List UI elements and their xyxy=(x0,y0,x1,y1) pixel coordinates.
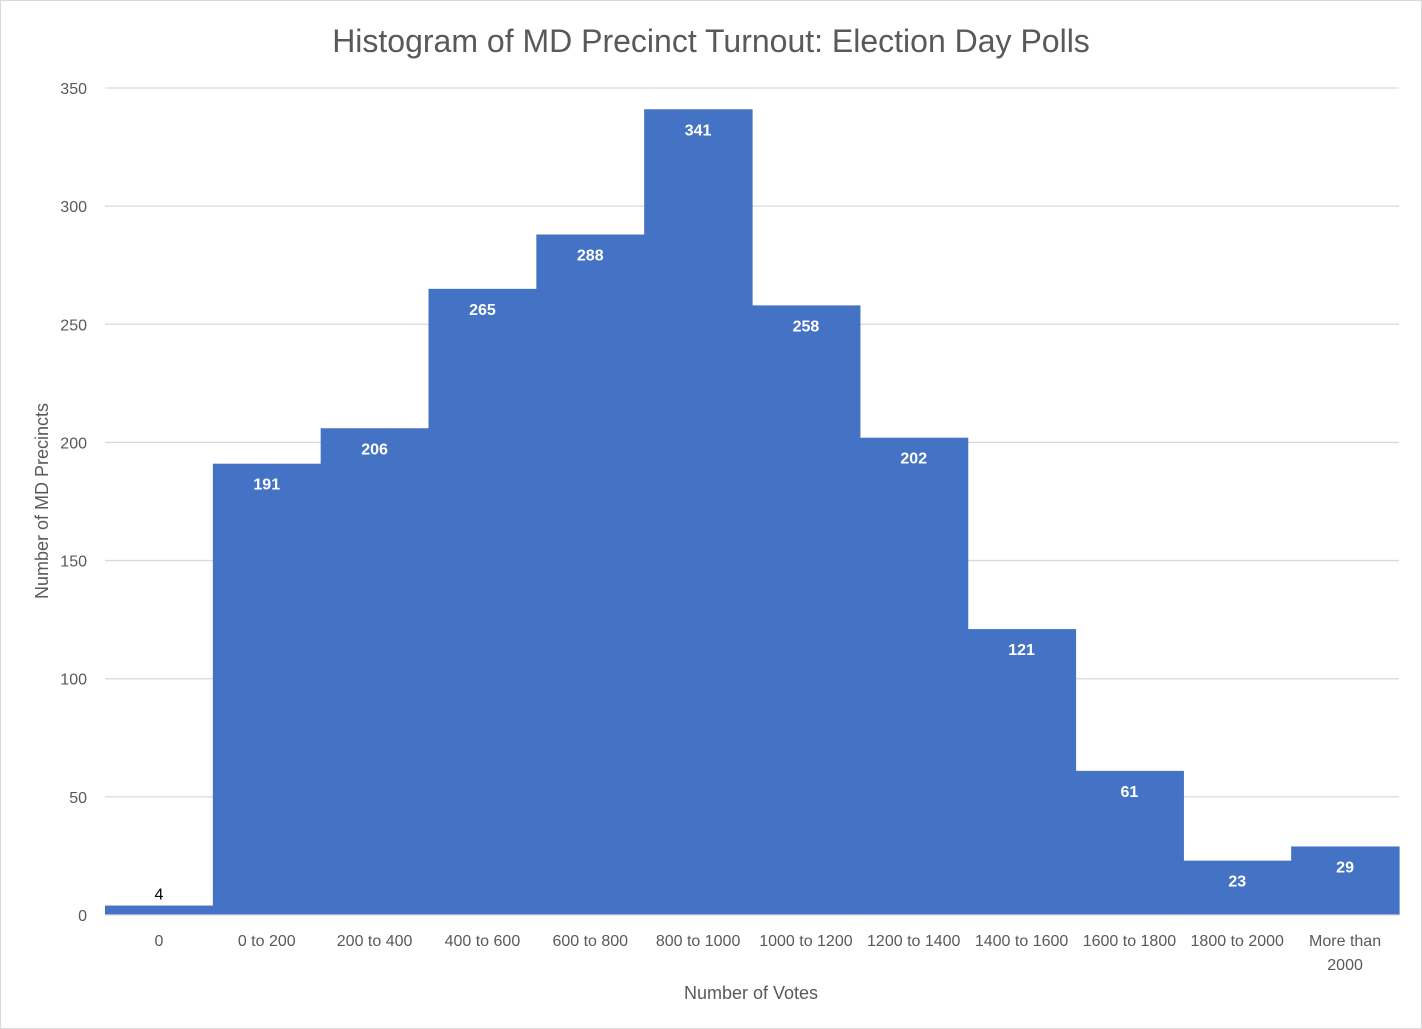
data-label: 23 xyxy=(1228,874,1246,891)
x-tick-label: 1800 to 2000 xyxy=(1191,933,1285,950)
bar xyxy=(536,234,645,916)
y-tick-label: 100 xyxy=(60,672,87,689)
data-label: 4 xyxy=(154,887,163,904)
data-label: 206 xyxy=(361,441,388,458)
data-label: 29 xyxy=(1336,859,1354,876)
bar xyxy=(1183,860,1292,915)
data-label: 61 xyxy=(1121,784,1139,801)
data-label: 121 xyxy=(1008,642,1035,659)
bar xyxy=(320,428,430,915)
y-tick-label: 150 xyxy=(60,554,87,571)
x-tick-label: 400 to 600 xyxy=(445,933,521,950)
x-tick-label: 1600 to 1800 xyxy=(1083,933,1177,950)
bar xyxy=(752,305,861,916)
y-axis-tick-labels: 0 50 100 150 200 250 300 350 xyxy=(60,81,87,925)
x-tick-label: 0 to 200 xyxy=(238,933,296,950)
data-label: 265 xyxy=(469,302,496,319)
bar xyxy=(105,905,214,915)
bars xyxy=(105,109,1400,916)
data-label: 288 xyxy=(577,247,604,264)
y-tick-label: 0 xyxy=(78,908,87,925)
x-tick-label: 600 to 800 xyxy=(552,933,628,950)
x-tick-label: 200 to 400 xyxy=(337,933,413,950)
y-axis-title: Number of MD Precincts xyxy=(32,403,52,599)
x-tick-label: 1400 to 1600 xyxy=(975,933,1069,950)
data-label: 202 xyxy=(900,451,927,468)
bar xyxy=(1075,770,1184,915)
x-tick-label: 1200 to 1400 xyxy=(867,933,961,950)
data-label: 341 xyxy=(685,122,712,139)
bar xyxy=(428,288,537,915)
x-axis-title: Number of Votes xyxy=(684,983,818,1003)
bar xyxy=(644,109,753,915)
x-tick-label: 0 xyxy=(154,933,163,950)
bar xyxy=(1291,846,1400,915)
x-tick-label: More than 2000 xyxy=(1309,933,1381,974)
y-tick-label: 200 xyxy=(60,435,87,452)
y-tick-label: 350 xyxy=(60,81,87,98)
y-tick-label: 300 xyxy=(60,199,87,216)
x-tick-label: 800 to 1000 xyxy=(656,933,741,950)
data-label: 191 xyxy=(253,477,280,494)
y-tick-label: 50 xyxy=(69,790,87,807)
bar xyxy=(212,463,322,915)
data-labels: 4 191 206 265 288 341 258 202 121 61 23 29 xyxy=(154,122,1354,903)
y-tick-label: 250 xyxy=(60,317,87,334)
x-axis-tick-labels: 0 0 to 200 200 to 400 400 to 600 600 to 800 8… xyxy=(154,933,1381,974)
bar xyxy=(967,629,1077,915)
bar xyxy=(859,437,969,915)
data-label: 258 xyxy=(793,318,820,335)
chart-title: Histogram of MD Precinct Turnout: Electi… xyxy=(332,23,1090,59)
x-tick-label: 1000 to 1200 xyxy=(759,933,853,950)
